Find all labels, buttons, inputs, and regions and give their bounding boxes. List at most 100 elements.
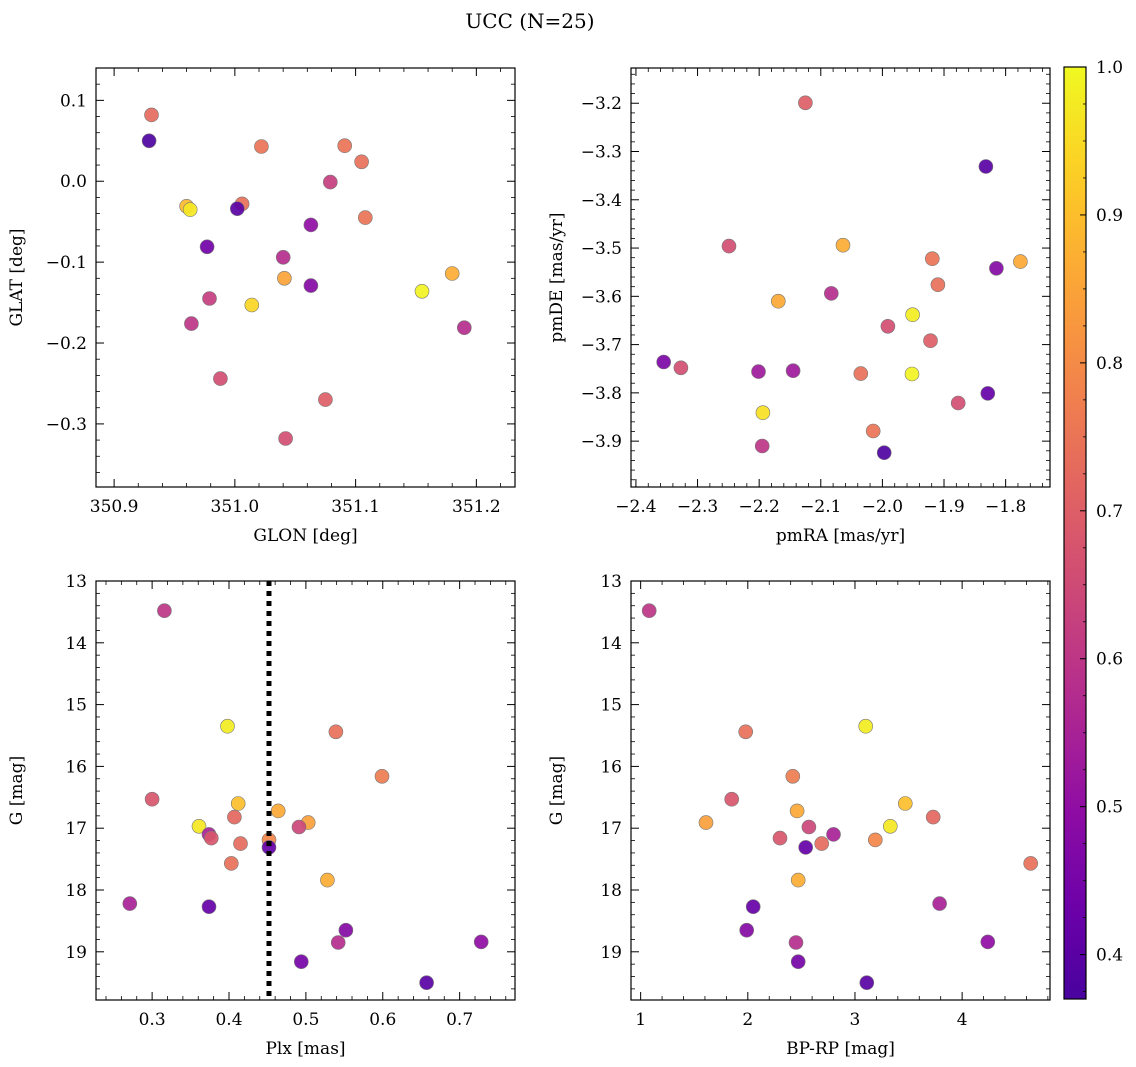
scatter-points <box>656 95 1028 461</box>
scatter-point <box>330 935 346 950</box>
colorbar-gradient <box>1063 66 1087 1000</box>
scatter-point <box>801 819 817 835</box>
y-axis-label: GLAT [deg] <box>7 228 27 326</box>
scatter-point <box>721 238 737 254</box>
scatter-point <box>788 935 804 950</box>
colorbar-tick-label: 0.9 <box>1096 206 1123 226</box>
scatter-point <box>772 830 788 846</box>
colorbar-tick-label: 1.0 <box>1096 58 1123 78</box>
scatter-point <box>785 768 801 784</box>
x-tick-label: 0.7 <box>446 1010 473 1030</box>
x-tick-label: 4 <box>957 1010 968 1030</box>
scatter-point <box>220 718 235 734</box>
scatter-point <box>754 438 770 454</box>
axes-frame <box>630 580 1051 1001</box>
scatter-point <box>270 803 286 819</box>
y-tick-label: 0.1 <box>60 91 87 111</box>
scatter-point <box>867 832 883 848</box>
y-tick-label: 18 <box>65 881 87 901</box>
x-axis-label: pmRA [mas/yr] <box>776 526 905 546</box>
scatter-point <box>989 260 1004 276</box>
scatter-point <box>202 291 217 306</box>
scatter-point <box>328 724 344 740</box>
colorbar-tick-label: 0.6 <box>1096 650 1123 670</box>
scatter-point <box>354 154 369 170</box>
y-tick-label: 14 <box>65 634 87 654</box>
axes-frame <box>95 580 516 1001</box>
y-tick-label: −3.8 <box>581 384 622 404</box>
scatter-point <box>144 791 160 807</box>
scatter-point <box>770 293 786 309</box>
x-tick-label: 0.4 <box>215 1010 242 1030</box>
scatter-point <box>374 768 390 784</box>
y-tick-label: −3.7 <box>581 336 622 356</box>
scatter-point <box>224 856 239 871</box>
panel-bprp-g: 1 2 3 4 13 14 15 16 17 18 19 BP-RP [mag] G [mag] <box>547 572 1051 1059</box>
scatter-point <box>291 819 307 835</box>
y-tick-label: 16 <box>65 757 87 777</box>
scatter-point <box>230 201 245 216</box>
y-tick-label: −3.9 <box>581 432 622 452</box>
scatter-point <box>880 318 896 334</box>
scatter-point <box>199 239 215 255</box>
scatter-point <box>932 896 947 911</box>
y-axis-label: pmDE [mas/yr] <box>547 212 567 342</box>
scatter-point <box>233 836 248 851</box>
scatter-point <box>338 922 354 938</box>
x-tick-label: 350.9 <box>90 497 139 517</box>
scatter-point <box>823 286 839 301</box>
scatter-point <box>798 95 813 111</box>
panel-glon-glat: 350.9 351.0 351.1 351.2 0.1 0.0 −0.1 −0.2 −0.3 GL… <box>7 67 516 546</box>
axes-frame <box>630 67 1051 488</box>
scatter-point <box>826 827 841 842</box>
scatter-point <box>357 210 373 225</box>
colorbar-tick-label: 0.7 <box>1096 502 1123 522</box>
scatter-point <box>865 423 881 439</box>
scatter-point <box>923 333 938 349</box>
scatter-point <box>303 278 319 293</box>
y-tick-label: 13 <box>600 572 622 592</box>
scatter-point <box>790 954 806 970</box>
y-tick-label: 17 <box>600 819 622 839</box>
scatter-point <box>122 896 138 911</box>
colorbar-tick-label: 0.5 <box>1096 798 1123 818</box>
x-tick-label: 0.3 <box>139 1010 166 1030</box>
y-tick-label: −3.6 <box>581 287 622 307</box>
y-tick-label: −0.3 <box>46 415 87 435</box>
scatter-point <box>978 159 994 174</box>
x-tick-label: −2.0 <box>862 497 903 517</box>
x-tick-label: 351.2 <box>452 497 501 517</box>
scatter-point <box>790 872 806 888</box>
panel-plx-g: 0.3 0.4 0.5 0.6 0.7 13 14 15 16 17 18 19 Plx [mas] G … <box>7 572 516 1059</box>
scatter-point <box>876 445 892 461</box>
scatter-point <box>835 237 851 253</box>
scatter-points <box>641 603 1038 991</box>
x-tick-label: 351.1 <box>331 497 380 517</box>
scatter-point <box>814 836 830 851</box>
x-tick-label: −2.1 <box>800 497 841 517</box>
scatter-point <box>320 872 335 888</box>
colorbar: 0.4 0.5 0.6 0.7 0.8 0.9 1.0 <box>1063 58 1123 1000</box>
scatter-point <box>456 320 472 336</box>
scatter-point <box>244 297 260 313</box>
scatter-point <box>254 139 269 154</box>
scatter-point <box>904 366 920 382</box>
scatter-point <box>745 899 761 915</box>
scatter-point <box>227 809 242 825</box>
scatter-point <box>789 803 805 819</box>
scatter-point <box>925 809 941 825</box>
x-tick-label: −1.9 <box>923 497 964 517</box>
scatter-point <box>277 270 292 286</box>
scatter-point <box>785 363 801 379</box>
scatter-point <box>950 395 966 411</box>
axis-ticks: −2.4 −2.3 −2.2 −2.1 −2.0 −1.9 −1.8 −3.2 −3.3 −3.4… <box>581 68 1050 517</box>
scatter-point <box>184 316 199 331</box>
y-tick-label: 13 <box>65 572 87 592</box>
scatter-point <box>724 791 740 807</box>
x-tick-label: 0.6 <box>369 1010 396 1030</box>
y-tick-label: 14 <box>600 634 622 654</box>
scatter-point <box>204 830 219 846</box>
y-tick-label: 17 <box>65 819 87 839</box>
scatter-point <box>656 354 672 370</box>
scatter-point <box>144 107 159 123</box>
